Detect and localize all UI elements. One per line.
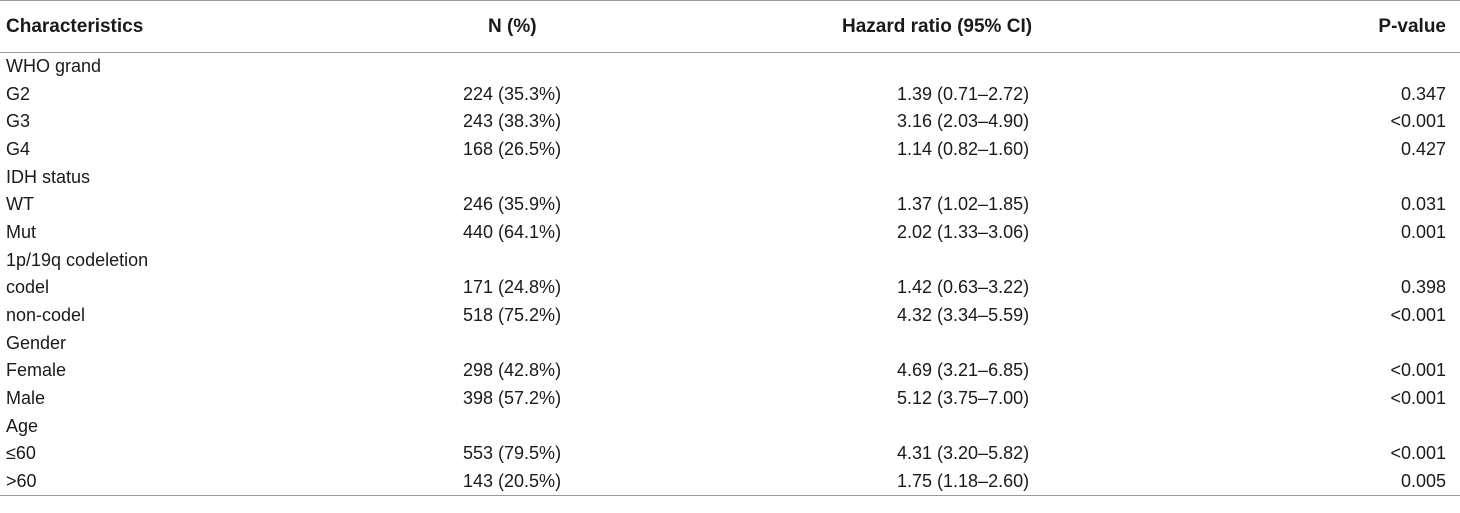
hazard-ratio-table: Characteristics N (%) Hazard ratio (95% … <box>0 0 1460 496</box>
row-p-value: 0.001 <box>1400 221 1446 242</box>
row-hazard-ratio: 1.42 (0.63–3.22) <box>897 277 1030 298</box>
row-hazard-ratio: 4.31 (3.20–5.82) <box>897 443 1030 464</box>
row-p-value: <0.001 <box>1390 360 1446 381</box>
row-n <box>300 412 710 440</box>
table-row: Male 398 (57.2%) 5.12 (3.75–7.00) <0.001 <box>0 385 1460 413</box>
row-n: 143 (20.5%) <box>300 467 710 496</box>
header-hazard-ratio: Hazard ratio (95% CI) <box>710 0 1100 53</box>
row-hazard-ratio <box>710 163 1100 191</box>
header-p-value: P-value <box>1100 0 1460 53</box>
table-row: Mut 440 (64.1%) 2.02 (1.33–3.06) 0.001 <box>0 219 1460 247</box>
row-n: 224 (35.3%) <box>463 83 562 104</box>
row-n: 168 (26.5%) <box>463 138 562 159</box>
table-row: Female 298 (42.8%) 4.69 (3.21–6.85) <0.0… <box>0 357 1460 385</box>
header-characteristics: Characteristics <box>0 0 300 53</box>
table-row: G3 243 (38.3%) 3.16 (2.03–4.90) <0.001 <box>0 108 1460 136</box>
table-row: IDH status <box>0 163 1460 191</box>
row-p-value: <0.001 <box>1390 443 1446 464</box>
row-n: 298 (42.8%) <box>463 360 562 381</box>
header-n-percent: N (%) <box>300 0 710 53</box>
row-p-value: 0.427 <box>1400 138 1446 159</box>
row-label: >60 <box>0 467 300 496</box>
table-row: >60 143 (20.5%) 1.75 (1.18–2.60) 0.005 <box>0 467 1460 496</box>
table-row: non-codel 518 (75.2%) 4.32 (3.34–5.59) <… <box>0 302 1460 330</box>
row-label: IDH status <box>6 166 91 187</box>
row-hazard-ratio: 4.69 (3.21–6.85) <box>897 360 1030 381</box>
row-p-value: 0.347 <box>1400 83 1446 104</box>
table-row: Gender <box>0 329 1460 357</box>
row-n: 246 (35.9%) <box>463 194 562 215</box>
row-hazard-ratio: 4.32 (3.34–5.59) <box>897 305 1030 326</box>
row-p-value: <0.001 <box>1390 388 1446 409</box>
table-row: WHO grand <box>0 53 1460 81</box>
row-hazard-ratio <box>710 329 1100 357</box>
row-hazard-ratio: 1.39 (0.71–2.72) <box>897 83 1030 104</box>
row-n <box>300 329 710 357</box>
row-n <box>300 53 710 81</box>
table-row: 1p/19q codeletion <box>0 246 1460 274</box>
row-label: Age <box>6 415 39 436</box>
row-label: G4 <box>6 138 31 159</box>
row-hazard-ratio <box>710 246 1100 274</box>
row-label: ≤60 <box>6 443 36 464</box>
row-hazard-ratio: 3.16 (2.03–4.90) <box>897 111 1030 132</box>
row-hazard-ratio: 1.14 (0.82–1.60) <box>897 138 1030 159</box>
row-hazard-ratio: 1.75 (1.18–2.60) <box>710 467 1100 496</box>
table-row: G2 224 (35.3%) 1.39 (0.71–2.72) 0.347 <box>0 80 1460 108</box>
row-n: 398 (57.2%) <box>463 388 562 409</box>
row-label: non-codel <box>6 305 86 326</box>
row-p-value <box>1100 163 1460 191</box>
row-p-value: <0.001 <box>1390 305 1446 326</box>
row-p-value <box>1100 412 1460 440</box>
row-n: 553 (79.5%) <box>463 443 562 464</box>
row-label: codel <box>6 277 50 298</box>
row-hazard-ratio: 5.12 (3.75–7.00) <box>897 388 1030 409</box>
row-n: 518 (75.2%) <box>463 305 562 326</box>
header-row: Characteristics N (%) Hazard ratio (95% … <box>0 0 1460 53</box>
row-hazard-ratio: 2.02 (1.33–3.06) <box>897 221 1030 242</box>
row-p-value: 0.031 <box>1400 194 1446 215</box>
row-hazard-ratio: 1.37 (1.02–1.85) <box>897 194 1030 215</box>
row-p-value: 0.005 <box>1100 467 1460 496</box>
row-n: 243 (38.3%) <box>463 111 562 132</box>
row-p-value <box>1100 329 1460 357</box>
row-label: Female <box>6 360 67 381</box>
row-label: G2 <box>6 83 31 104</box>
table-header: Characteristics N (%) Hazard ratio (95% … <box>0 0 1460 53</box>
row-n <box>300 246 710 274</box>
row-n: 171 (24.8%) <box>463 277 562 298</box>
row-label: Male <box>6 388 46 409</box>
table-row: Age <box>0 412 1460 440</box>
row-p-value <box>1100 53 1460 81</box>
row-label: 1p/19q codeletion <box>6 249 149 270</box>
row-p-value <box>1100 246 1460 274</box>
row-p-value: 0.398 <box>1400 277 1446 298</box>
table-body: WHO grand G2 224 (35.3%) 1.39 (0.71–2.72… <box>0 53 1460 496</box>
row-label: WT <box>6 194 34 215</box>
row-hazard-ratio <box>710 53 1100 81</box>
row-label: G3 <box>6 111 31 132</box>
row-n: 440 (64.1%) <box>463 221 562 242</box>
table-row: WT 246 (35.9%) 1.37 (1.02–1.85) 0.031 <box>0 191 1460 219</box>
table-row: codel 171 (24.8%) 1.42 (0.63–3.22) 0.398 <box>0 274 1460 302</box>
row-p-value: <0.001 <box>1390 111 1446 132</box>
row-label: Gender <box>6 332 67 353</box>
row-label: Mut <box>6 221 37 242</box>
table-row: ≤60 553 (79.5%) 4.31 (3.20–5.82) <0.001 <box>0 440 1460 468</box>
row-n <box>300 163 710 191</box>
table-row: G4 168 (26.5%) 1.14 (0.82–1.60) 0.427 <box>0 136 1460 164</box>
row-label: WHO grand <box>6 56 102 77</box>
row-hazard-ratio <box>710 412 1100 440</box>
